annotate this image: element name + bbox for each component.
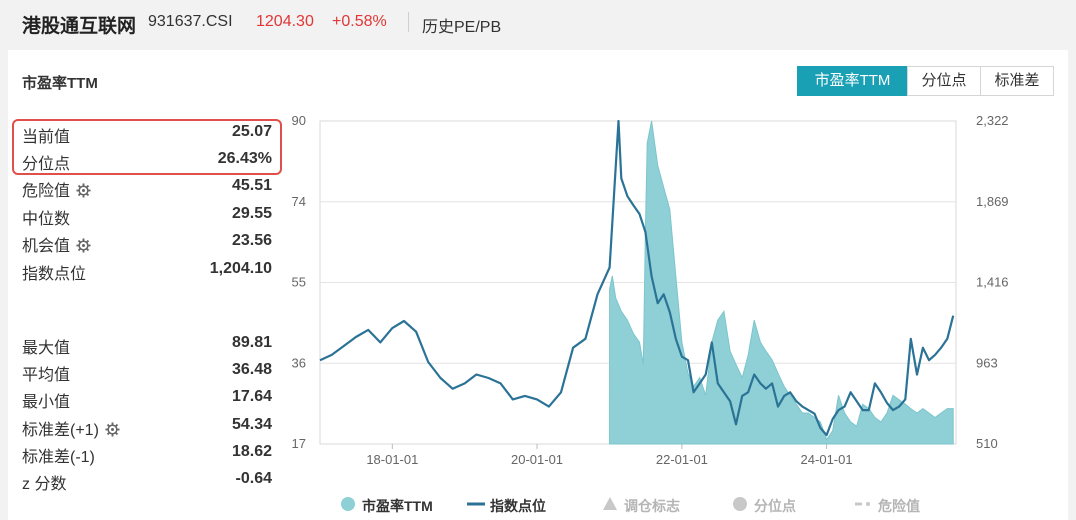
stat-label: 最大值 [22, 334, 70, 358]
legend-circle-icon [341, 497, 355, 511]
right-axis-tick: 510 [976, 436, 998, 451]
x-axis-tick: 20-01-01 [511, 452, 563, 467]
x-axis-tick: 24-01-01 [801, 452, 853, 467]
legend-dash-icon [855, 502, 870, 506]
stat-label: 危险值 [22, 177, 91, 201]
stat-value: 25.07 [231, 123, 272, 140]
stat-label: 标准差(+1) [22, 416, 120, 440]
stat-label: 机会值 [22, 232, 91, 256]
legend-label: 分位点 [754, 498, 796, 514]
stat-label-text: 平均值 [22, 367, 71, 384]
stat-row: 分位点 26.43% [22, 147, 272, 174]
legend-label: 调仓标志 [624, 498, 680, 514]
panel-title: 市盈率TTM [22, 75, 98, 92]
right-axis-tick: 963 [976, 355, 998, 370]
stat-row: 最小值 17.64 [22, 385, 272, 412]
stat-label-text: 指数点位 [22, 266, 87, 283]
stat-label: 指数点位 [22, 260, 86, 284]
left-axis-tick: 36 [292, 355, 306, 370]
header-divider [408, 12, 409, 32]
stat-label: 平均值 [22, 361, 70, 385]
stat-label: 分位点 [22, 150, 70, 174]
legend-triangle-icon [603, 497, 617, 510]
stat-value: -0.64 [235, 470, 272, 487]
stat-value: 29.55 [231, 205, 272, 222]
stat-row: 中位数 29.55 [22, 202, 272, 229]
gear-icon[interactable] [105, 422, 120, 437]
stat-label-text: 标准差(-1) [22, 449, 95, 466]
stat-row: 标准差(-1) 18.62 [22, 440, 272, 467]
stat-value: 54.34 [231, 416, 272, 433]
stat-label: 标准差(-1) [22, 443, 95, 467]
valuation-panel: 市盈率TTM 市盈率TTM 分位点 标准差 当前值 25.07 分位点 26.43% 危… [8, 50, 1068, 520]
index-code: 931637.CSI [148, 13, 233, 30]
stat-label-text: 最小值 [22, 394, 71, 411]
stat-row: 危险值 45.51 [22, 174, 272, 201]
stat-label-text: 分位点 [22, 156, 71, 173]
stat-row: 平均值 36.48 [22, 358, 272, 385]
stat-value: 89.81 [231, 334, 272, 351]
legend-label: 市盈率TTM [362, 498, 433, 514]
stat-value: 23.56 [231, 232, 272, 249]
gear-icon[interactable] [76, 238, 91, 253]
stat-row: 标准差(+1) 54.34 [22, 413, 272, 440]
stat-label-text: 中位数 [22, 211, 71, 228]
stat-value: 17.64 [231, 388, 272, 405]
stat-row: 最大值 89.81 [22, 331, 272, 358]
stat-value: 1,204.10 [209, 260, 272, 277]
legend-label: 危险值 [878, 498, 920, 514]
right-axis-tick: 1,416 [976, 275, 1009, 290]
stat-row: 指数点位 1,204.10 [22, 257, 272, 284]
segment-std-dev[interactable]: 标准差 [980, 66, 1054, 96]
stat-value: 45.51 [231, 177, 272, 194]
stat-label-text: 机会值 [22, 238, 71, 255]
stat-label-text: 标准差(+1) [22, 422, 99, 439]
index-name: 港股通互联网 [22, 16, 137, 37]
stat-row: z 分数 -0.64 [22, 467, 272, 494]
stat-value: 18.62 [231, 443, 272, 460]
history-pe-pb-link[interactable]: 历史PE/PB [422, 19, 502, 36]
right-axis-tick: 2,322 [976, 113, 1009, 128]
current-value-highlight [12, 119, 282, 175]
right-axis-tick: 1,869 [976, 194, 1009, 209]
legend-line-icon [467, 502, 485, 506]
left-axis-tick: 90 [292, 113, 306, 128]
stat-label-text: 最大值 [22, 340, 71, 357]
stat-label: 最小值 [22, 388, 70, 412]
stat-row: 机会值 23.56 [22, 229, 272, 256]
stat-label-text: 危险值 [22, 183, 71, 200]
x-axis-tick: 22-01-01 [656, 452, 708, 467]
legend-label: 指数点位 [490, 498, 546, 514]
gear-icon[interactable] [76, 183, 91, 198]
x-axis-tick: 18-01-01 [366, 452, 418, 467]
pe-index-chart[interactable]: 90 2,322 74 1,869 55 1,416 36 963 17 510 18-01-01 2… [8, 50, 1068, 520]
stat-label-text: z 分数 [22, 476, 67, 493]
page-header: 港股通互联网 931637.CSI 1204.30 +0.58% 历史PE/PB [0, 0, 1076, 46]
left-axis-tick: 74 [292, 194, 306, 209]
stat-value: 36.48 [231, 361, 272, 378]
stat-label: z 分数 [22, 470, 66, 494]
stat-label: 当前值 [22, 123, 70, 147]
stat-row: 当前值 25.07 [22, 120, 272, 147]
stat-value: 26.43% [217, 150, 272, 167]
left-axis-tick: 17 [292, 436, 306, 451]
stat-label-text: 当前值 [22, 129, 71, 146]
stat-label: 中位数 [22, 205, 70, 229]
legend-circle-icon [733, 497, 747, 511]
index-price: 1204.30 [256, 13, 314, 30]
index-change: +0.58% [332, 13, 387, 30]
left-axis-tick: 55 [292, 275, 306, 290]
index-points-line [319, 119, 955, 437]
